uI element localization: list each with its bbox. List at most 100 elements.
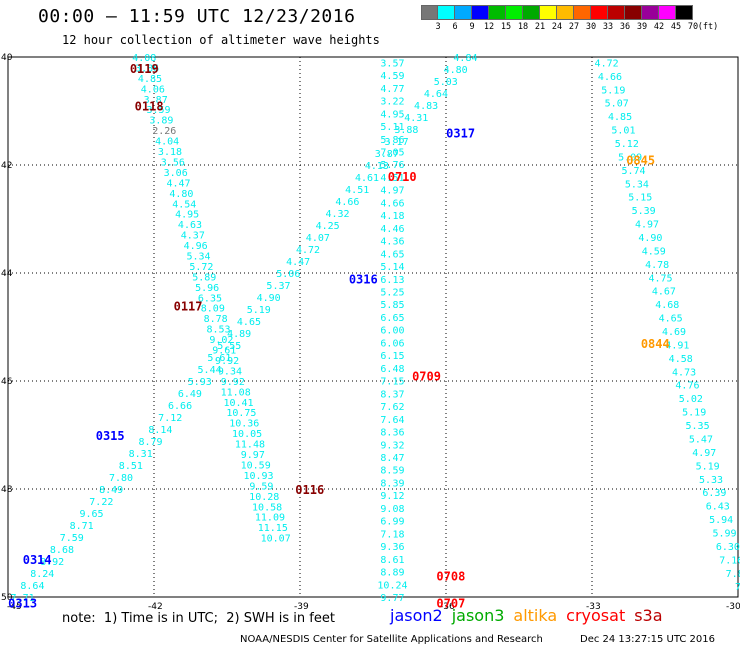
wave-height-value: 4.65	[659, 314, 683, 325]
color-scale-swatch	[642, 5, 659, 20]
wave-height-value: 3.89	[149, 116, 173, 127]
wave-height-value: 4.66	[380, 198, 404, 209]
pass-time-label: 0710	[388, 170, 417, 184]
wave-height-value: 4.37	[181, 231, 205, 242]
wave-height-value: 5.01	[611, 126, 635, 137]
wave-height-value: 4.59	[642, 246, 666, 257]
wave-height-value: 8.31	[129, 449, 153, 460]
color-scale-swatch	[506, 5, 523, 20]
wave-height-value: 9.59	[249, 481, 273, 492]
wave-height-value: 5.74	[622, 166, 646, 177]
pass-time-labels: 0119 0118 0317 0845 0710 0316 0117 0844 0709 0315…	[8, 62, 670, 611]
wave-height-value: 4.66	[598, 72, 622, 83]
wave-height-value: 10.75	[226, 408, 256, 419]
wave-height-value: 4.89	[227, 329, 251, 340]
wave-height-value: 4.72	[595, 58, 619, 69]
color-scale-label: 12	[483, 22, 495, 32]
wave-height-value: 4.64	[424, 89, 448, 100]
wave-height-value: 6.06	[380, 338, 404, 349]
wave-height-value: 7.62	[380, 402, 404, 413]
legend-s3a: s3a	[634, 606, 663, 625]
wave-height-value: 11.09	[255, 513, 285, 524]
wave-height-value: 8.09	[201, 304, 225, 315]
color-scale-label: 30	[585, 22, 597, 32]
wave-height-value: 5.19	[601, 85, 625, 96]
wave-height-value: 4.75	[648, 273, 672, 284]
wave-height-value: 5.76	[380, 160, 404, 171]
wave-height-value: 3.59	[147, 105, 171, 116]
legend-jason3: jason3	[451, 606, 505, 625]
color-scale-swatch	[591, 5, 608, 20]
wave-height-value: 4.68	[655, 300, 679, 311]
wave-height-value: 4.58	[669, 354, 693, 365]
wave-height-value: 4.47	[166, 178, 190, 189]
wave-height-value: 9.12	[380, 491, 404, 502]
wave-height-value: 7.12	[158, 413, 182, 424]
wave-height-value: 4.18	[380, 211, 404, 222]
latitude-label: 50	[1, 593, 13, 603]
wave-height-value: 5.19	[682, 408, 706, 419]
wave-height-value: 4.83	[414, 101, 438, 112]
wave-height-value: 4.80	[444, 65, 468, 76]
pass-time-label: 0118	[135, 100, 164, 114]
color-scale-labels: 3 6 9 12 15 18 21 24 27 30 33 36 39 42 45 70 (ft)	[421, 22, 739, 34]
page-title: 00:00 – 11:59 UTC 12/23/2016	[38, 6, 356, 27]
wave-height-value: 11.08	[221, 387, 251, 398]
pass-time-label: 0119	[130, 62, 159, 76]
wave-height-value: 4.54	[172, 199, 196, 210]
wave-height-value: 4.07	[306, 233, 330, 244]
pass-time-label: 0845	[626, 154, 655, 168]
track-0317: 4.844.805.034.644.834.313.883.173.874.13…	[11, 53, 478, 604]
wave-height-value: 7.15	[380, 377, 404, 388]
wave-height-value: 4.90	[638, 233, 662, 244]
map-grid	[7, 56, 739, 598]
wave-height-value: 2.26	[152, 126, 176, 137]
longitude-label: -30	[726, 602, 740, 612]
wave-height-value: 5.89	[192, 272, 216, 283]
wave-height-value: 5.19	[247, 305, 271, 316]
wave-height-value: 8.92	[40, 557, 64, 568]
wave-height-value: 4.06	[141, 84, 165, 95]
wave-height-value: 6.15	[380, 351, 404, 362]
footer-note: note: 1) Time is in UTC; 2) SWH is in fe…	[62, 611, 335, 626]
wave-height-value: 9.92	[221, 377, 245, 388]
pass-time-label: 0316	[349, 272, 378, 286]
wave-height-value: 4.85	[608, 112, 632, 123]
wave-height-value: 8.39	[380, 478, 404, 489]
wave-height-value: 3.87	[375, 149, 399, 160]
wave-height-value: 10.05	[232, 429, 262, 440]
wave-height-value: 7.80	[109, 473, 133, 484]
color-scale-label: 42	[653, 22, 665, 32]
map-frame	[7, 56, 739, 598]
page-subtitle: 12 hour collection of altimeter wave hei…	[62, 33, 380, 47]
wave-height-value: 4.47	[286, 257, 310, 268]
wave-height-value: 4.32	[325, 209, 349, 220]
wave-height-value: 8.68	[50, 545, 74, 556]
wave-height-value: 9.02	[209, 335, 233, 346]
wave-height-value: 6.65	[380, 313, 404, 324]
wave-height-value: 4.96	[184, 241, 208, 252]
color-scale-swatch	[523, 5, 540, 20]
wave-height-value: 4.91	[665, 340, 689, 351]
track-0119: 4.083.864.854.063.873.593.892.264.043.18…	[132, 53, 291, 545]
wave-height-value: 5.03	[434, 77, 458, 88]
wave-height-value: 5.34	[186, 252, 210, 263]
wave-height-value: 5.85	[380, 300, 404, 311]
color-scale-swatch	[421, 5, 438, 20]
wave-height-value: 5.07	[605, 99, 629, 110]
wave-height-value: 7.18	[380, 529, 404, 540]
color-scale-label: (ft)	[697, 22, 719, 32]
satellite-legend: jason2 jason3 altika cryosat s3a	[390, 606, 672, 625]
wave-height-value: 10.58	[252, 502, 282, 513]
wave-height-value: 6.99	[380, 517, 404, 528]
longitude-label: -39	[294, 602, 309, 612]
track-0845: 4.72 4.66 5.19 5.07 4.85 5.01 5.12 5.09 5.74 5.34…	[595, 58, 740, 593]
color-scale-swatch	[574, 5, 591, 20]
wave-height-value: 6.66	[168, 401, 192, 412]
wave-height-value: 4.08	[132, 53, 156, 64]
wave-height-value: 3.87	[144, 95, 168, 106]
latitude-label: 40	[1, 53, 13, 63]
color-scale-label: 3	[435, 22, 441, 32]
legend-jason2: jason2	[390, 606, 443, 625]
wave-height-value: 6.35	[198, 293, 222, 304]
